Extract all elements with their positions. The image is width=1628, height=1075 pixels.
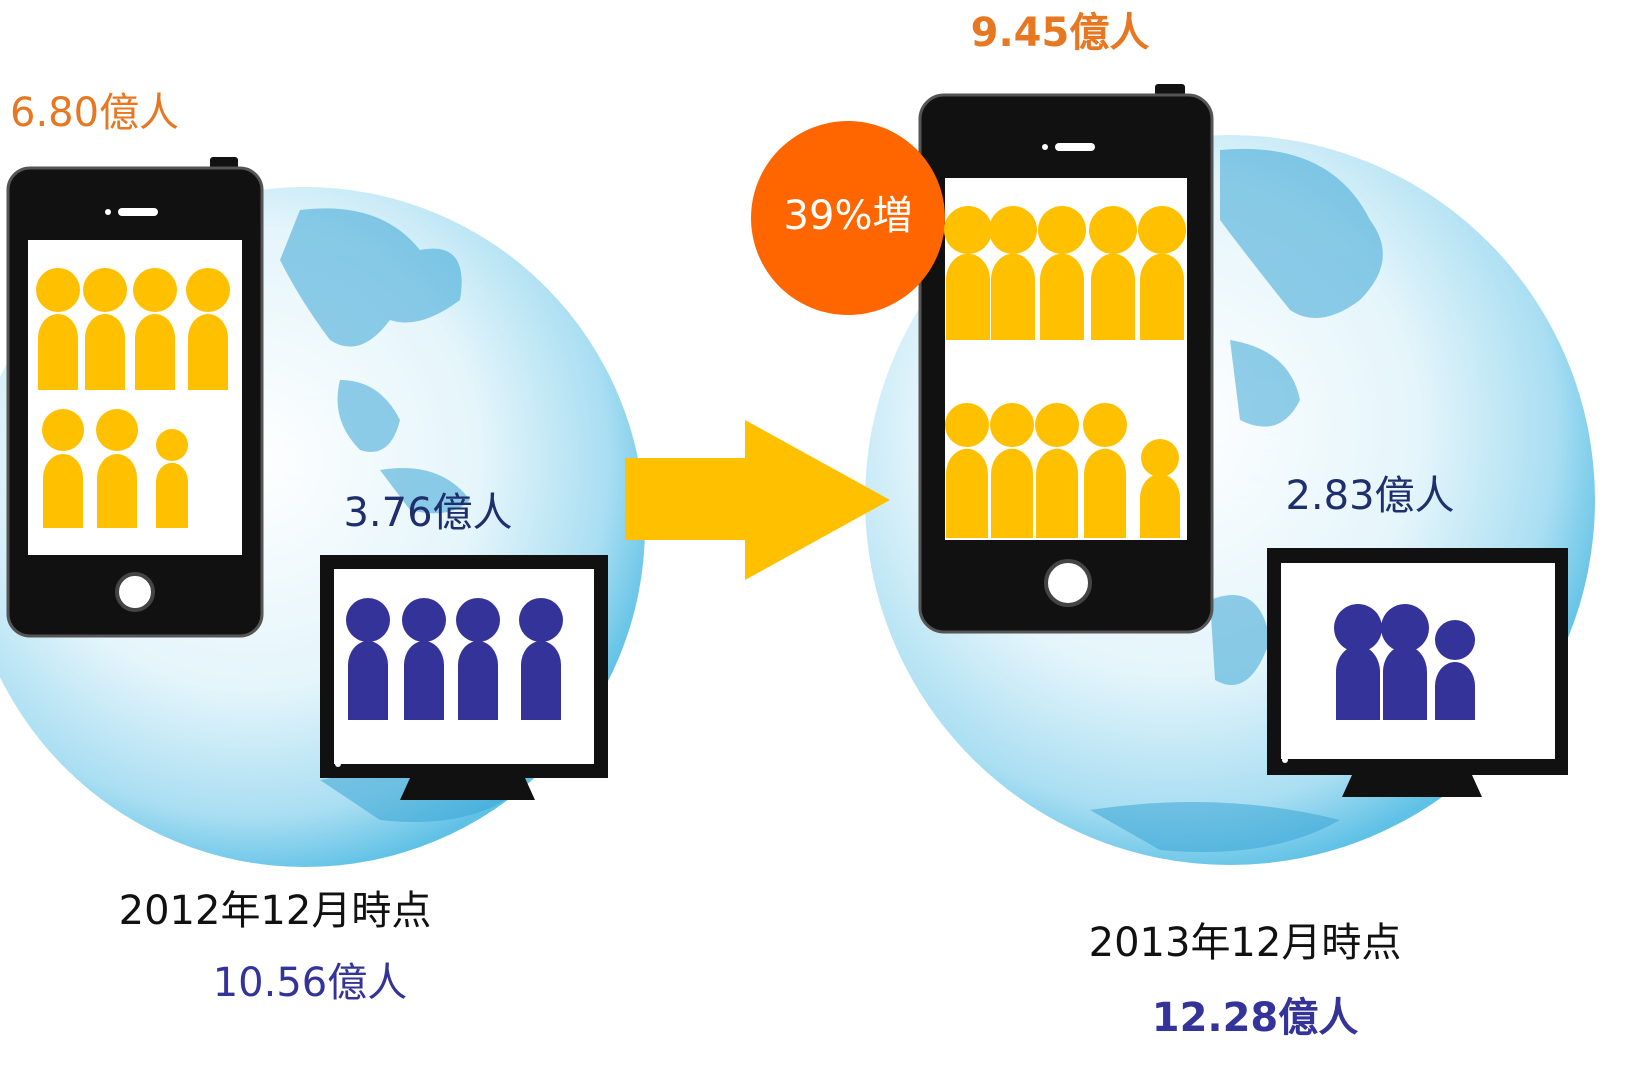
person-icon — [1038, 206, 1086, 340]
growth-badge — [751, 121, 945, 315]
smartphone — [6, 157, 264, 638]
person-icon — [1381, 604, 1429, 720]
person-icon — [156, 429, 188, 528]
person-icon — [1435, 620, 1475, 720]
person-icon — [346, 598, 390, 720]
total-users: 10.56億人 — [213, 960, 408, 1006]
date: 2013年12月時点 — [1089, 920, 1402, 966]
arrow — [625, 420, 890, 580]
smartphone-users: 9.45億人 — [971, 10, 1150, 56]
total-users: 12.28億人 — [1152, 995, 1359, 1041]
person-icon — [1138, 206, 1186, 340]
person-icon — [1089, 206, 1137, 340]
smartphone — [918, 84, 1214, 634]
person-icon — [519, 598, 563, 720]
person-icon — [989, 206, 1037, 340]
person-icon — [96, 409, 138, 528]
growth-label: 39%増 — [784, 193, 913, 239]
person-icon — [133, 268, 177, 390]
date: 2012年12月時点 — [119, 888, 432, 934]
pc-users: 2.83億人 — [1285, 473, 1454, 519]
person-icon — [1140, 439, 1180, 538]
person-icon — [83, 268, 127, 390]
person-icon — [1083, 403, 1127, 538]
people-icons — [36, 206, 1475, 720]
person-icon — [402, 598, 446, 720]
person-icon — [1334, 604, 1382, 720]
smartphone-users: 6.80億人 — [10, 90, 179, 136]
person-icon — [42, 409, 84, 528]
person-icon — [944, 206, 992, 340]
pc-users: 3.76億人 — [343, 490, 512, 536]
person-icon — [186, 268, 230, 390]
person-icon — [36, 268, 80, 390]
person-icon — [1035, 403, 1079, 538]
person-icon — [990, 403, 1034, 538]
person-icon — [456, 598, 500, 720]
person-icon — [945, 403, 989, 538]
globe-land — [1090, 148, 1383, 852]
